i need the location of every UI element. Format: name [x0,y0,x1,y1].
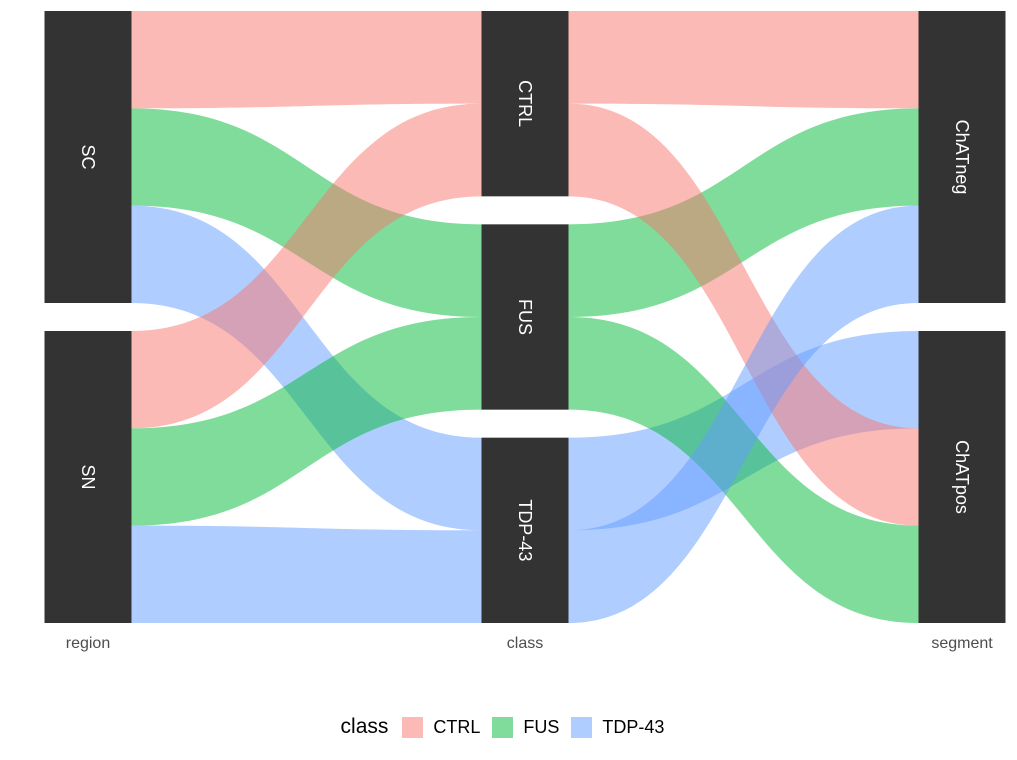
legend-item-tdp43: TDP-43 [571,716,665,738]
legend-item-fus: FUS [492,716,560,738]
stratum-label-chatpos: ChATpos [952,440,972,514]
legend-swatch-tdp43 [571,716,593,738]
stratum-region-sn [44,331,132,623]
stratum-region-sc [44,11,132,303]
strata-layer: SC SN CTRL FUS TDP-43 ChATneg ChATpos [44,11,1006,623]
flow-sc-fus-chatneg-seg1 [131,108,482,317]
flow-sc-ctrl-chatneg-seg2 [568,11,919,109]
flows-layer [131,11,919,623]
axis-tick-label-region: region [66,635,110,652]
legend-item-ctrl: CTRL [402,716,481,738]
flow-sn-ctrl-chatpos-seg1 [131,103,482,429]
legend-title: class [340,715,389,738]
stratum-label-ctrl: CTRL [515,80,535,127]
stratum-class-ctrl [481,11,569,197]
legend-label-tdp43: TDP-43 [602,716,665,737]
stratum-label-sn: SN [78,464,98,489]
axis-tick-label-class: class [507,635,543,652]
legend-swatch-ctrl [402,716,424,738]
stratum-label-chatneg: ChATneg [952,120,972,195]
stratum-segment-chatneg [918,11,1006,303]
stratum-label-sc: SC [78,144,98,169]
flow-sc-fus-chatneg-seg2 [568,108,919,317]
stratum-label-tdp-43: TDP-43 [515,499,535,561]
stratum-class-fus [481,224,569,410]
flow-sn-ctrl-chatpos-seg2 [568,103,919,526]
legend-label-fus: FUS [523,716,560,737]
legend: class CTRL FUS TDP-43 [0,712,1017,742]
flow-sc-ctrl-chatneg-seg1 [131,11,482,109]
flow-sn-tdp-43-chatneg-seg2 [568,205,919,623]
flow-sc-tdp-43-chatpos-seg1 [131,205,482,531]
flow-sn-fus-chatpos-seg2 [568,317,919,623]
flow-sn-fus-chatpos-seg1 [131,317,482,526]
flow-sn-tdp-43-chatneg-seg1 [131,525,482,623]
stratum-class-tdp-43 [481,437,569,623]
stratum-segment-chatpos [918,331,1006,623]
legend-swatch-fus [492,716,514,738]
axis-tick-label-segment: segment [931,635,993,652]
legend-label-ctrl: CTRL [433,716,481,737]
stratum-label-fus: FUS [515,299,535,335]
axis-labels: region class segment [66,635,993,652]
